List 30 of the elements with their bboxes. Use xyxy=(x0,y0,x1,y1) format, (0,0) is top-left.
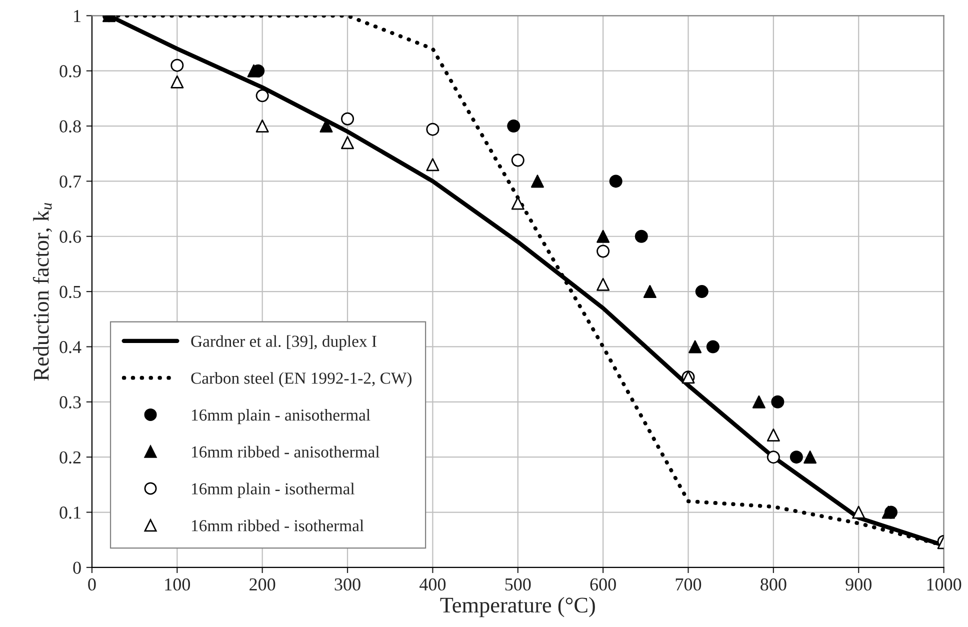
x-tick-label: 900 xyxy=(846,578,872,591)
legend-label: Carbon steel (EN 1992-1-2, CW) xyxy=(191,372,412,388)
y-axis-title: Reduction factor, k$_{u}$ xyxy=(32,203,52,381)
y-tick-label: 0 xyxy=(73,562,81,574)
legend-label: Gardner et al. [39], duplex I xyxy=(191,335,376,350)
x-tick-label: 200 xyxy=(250,578,276,591)
x-tick-label: 100 xyxy=(165,578,190,591)
y-tick-label: 0.7 xyxy=(60,175,82,188)
legend-label: 16mm ribbed - anisothermal xyxy=(192,446,380,458)
legend-label: 16mm ribbed - isothermal xyxy=(192,520,364,532)
y-tick-label: 0.5 xyxy=(60,286,81,298)
y-tick-label: 0.3 xyxy=(60,396,81,408)
x-tick-label: 0 xyxy=(88,578,96,591)
x-tick-label: 500 xyxy=(505,578,531,591)
y-tick-label: 0.2 xyxy=(60,451,81,464)
x-tick-label: 800 xyxy=(760,578,786,591)
legend-label: 16mm plain - isothermal xyxy=(192,482,355,498)
x-axis-title: Temperature (°C) xyxy=(440,597,595,618)
y-tick-label: 0.6 xyxy=(60,230,82,243)
y-tick-label: 1 xyxy=(74,10,80,22)
x-tick-label: 400 xyxy=(420,578,446,591)
y-tick-label: 0.9 xyxy=(60,65,81,78)
x-tick-label: 600 xyxy=(590,578,616,591)
x-tick-label: 300 xyxy=(334,578,360,591)
y-tick-label: 0.8 xyxy=(60,120,81,133)
x-tick-label: 700 xyxy=(676,578,702,591)
y-tick-label: 0.1 xyxy=(60,506,80,519)
x-tick-label: 1000 xyxy=(927,578,962,591)
y-tick-label: 0.4 xyxy=(60,340,82,354)
legend-label: 16mm plain - anisothermal xyxy=(192,408,370,424)
